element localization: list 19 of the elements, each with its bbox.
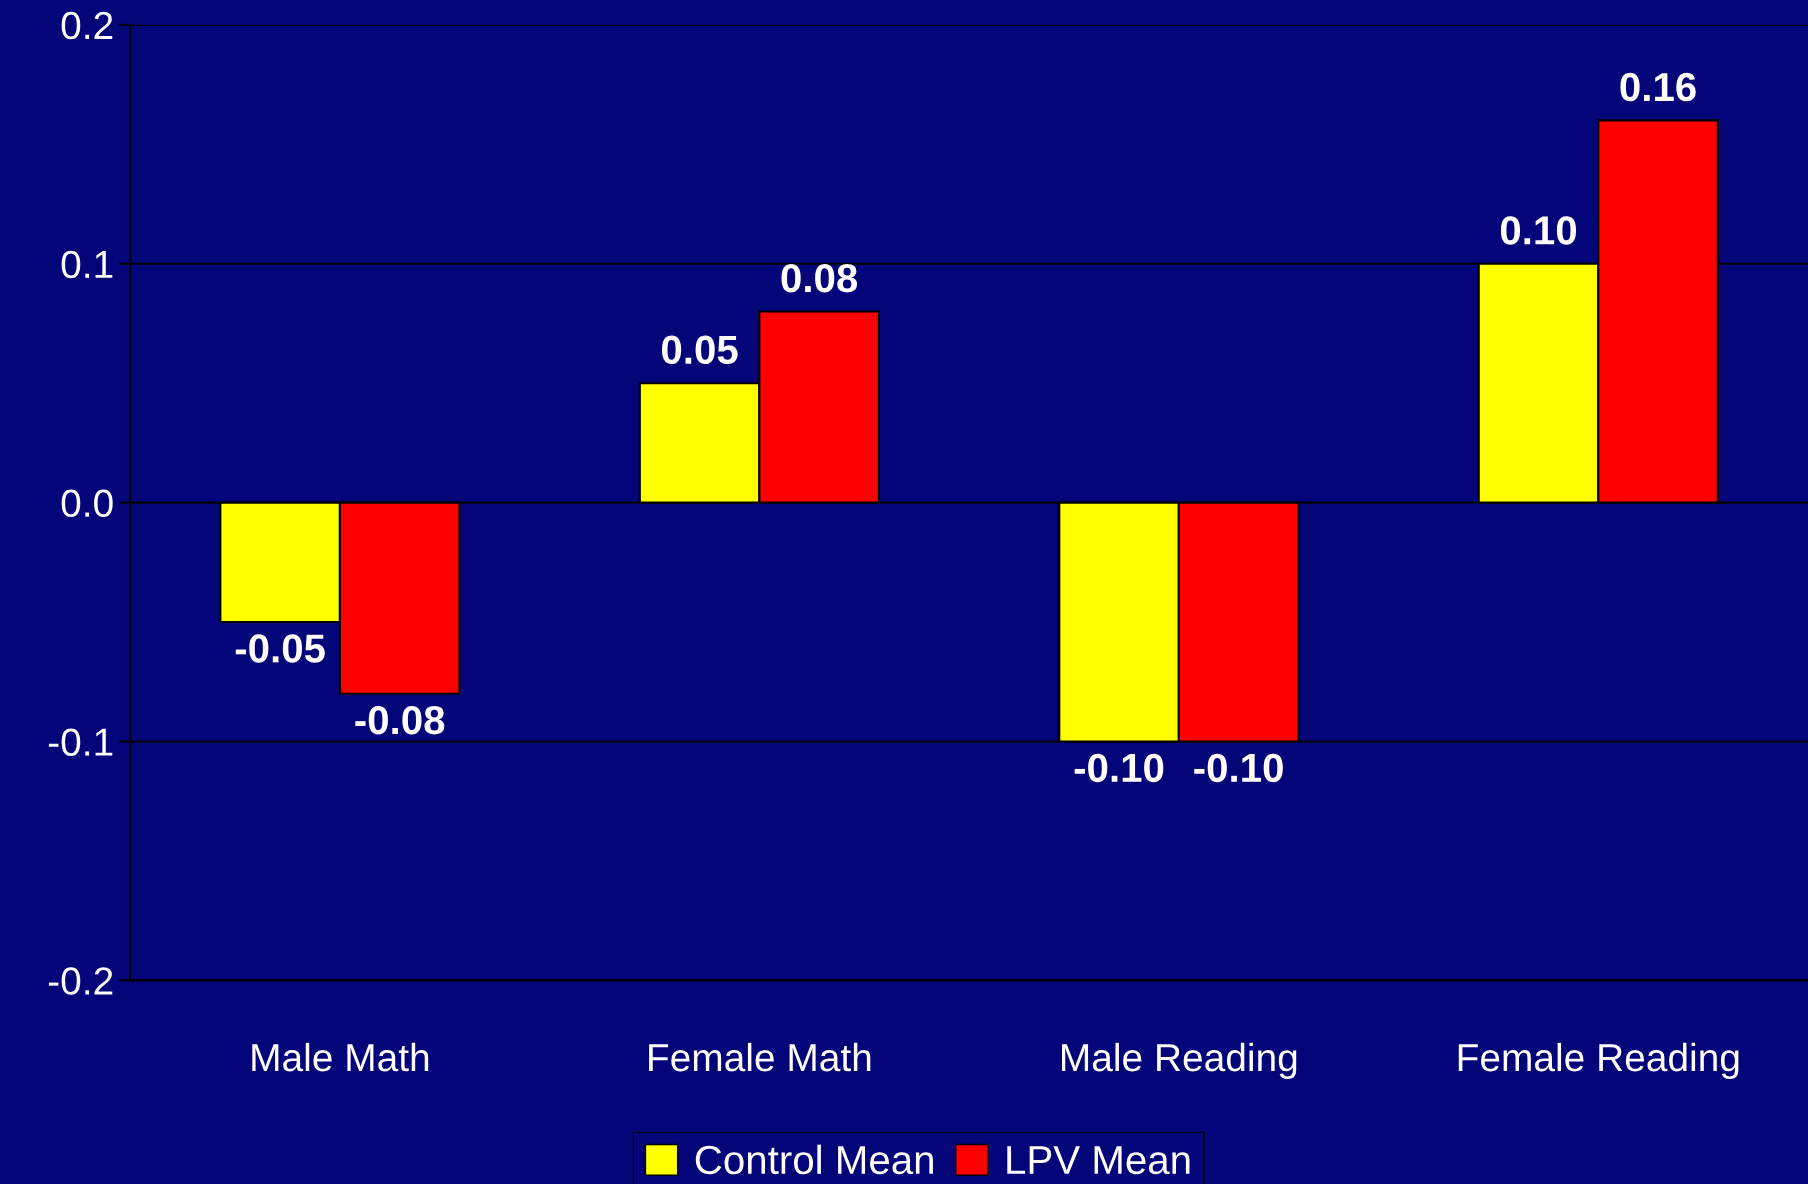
data-label: -0.10 bbox=[1194, 753, 1283, 783]
y-tick-label: -0.1 bbox=[48, 728, 113, 756]
legend-label: Control Mean bbox=[695, 1144, 933, 1175]
y-tick-label: -0.2 bbox=[48, 967, 113, 995]
data-label: 0.05 bbox=[661, 335, 738, 365]
data-label: -0.10 bbox=[1074, 753, 1164, 783]
data-label: 0.08 bbox=[781, 263, 858, 293]
x-tick-label: Male Math bbox=[252, 1042, 429, 1072]
y-tick-label: 0.2 bbox=[61, 11, 113, 40]
y-tick-label: 0.1 bbox=[61, 250, 113, 279]
data-label: -0.08 bbox=[355, 705, 445, 735]
x-tick-label: Male Reading bbox=[1062, 1042, 1297, 1080]
x-tick-label: Female Reading bbox=[1458, 1042, 1739, 1080]
x-tick-label: Female Math bbox=[649, 1042, 871, 1072]
y-tick-label: 0.0 bbox=[61, 489, 113, 518]
data-label: 0.16 bbox=[1620, 72, 1696, 102]
legend-label: LPV Mean bbox=[1007, 1146, 1190, 1175]
data-label: -0.05 bbox=[235, 634, 325, 663]
data-label: 0.10 bbox=[1500, 216, 1577, 245]
